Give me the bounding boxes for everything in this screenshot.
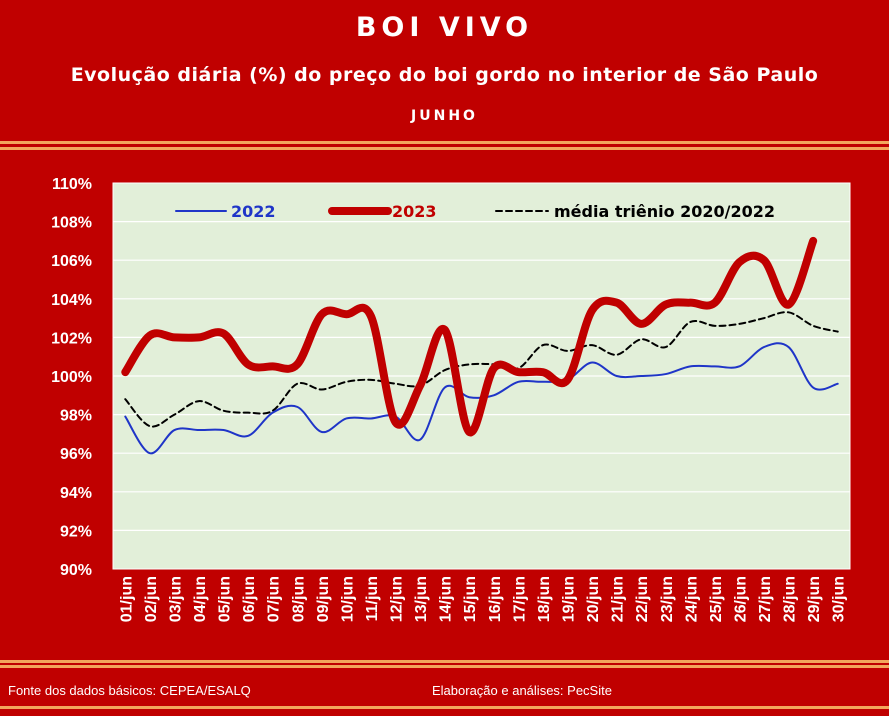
x-tick-label: 11/jun <box>364 576 381 621</box>
series-line-1 <box>121 236 818 437</box>
x-tick-label: 02/jun <box>143 576 160 622</box>
legend-label-2023: 2023 <box>392 202 437 221</box>
x-tick-label: 14/jun <box>438 576 455 622</box>
x-tick-label: 19/jun <box>560 576 577 622</box>
month-label: JUNHO <box>411 108 478 124</box>
legend-label-2022: 2022 <box>231 202 276 221</box>
top-divider <box>0 141 889 144</box>
y-tick-label: 108% <box>51 215 92 232</box>
x-axis: 01/jun 02/jun 03/jun 04/jun 05/jun 06/jun 07/j… <box>118 576 847 622</box>
y-tick-label: 92% <box>60 523 92 540</box>
y-tick-label: 96% <box>60 446 92 463</box>
x-tick-label: 21/jun <box>610 576 627 622</box>
x-tick-label: 08/jun <box>290 576 307 622</box>
series-lines <box>121 236 839 455</box>
chart-subtitle: Evolução diária (%) do preço do boi gord… <box>70 64 819 86</box>
y-tick-label: 102% <box>51 330 92 347</box>
footer-credit: Elaboração e análises: PecSite <box>432 683 612 698</box>
x-tick-label: 01/jun <box>118 576 135 622</box>
x-tick-label: 04/jun <box>192 576 209 622</box>
x-tick-label: 12/jun <box>389 576 406 622</box>
x-tick-label: 23/jun <box>659 576 676 622</box>
y-tick-label: 98% <box>60 408 92 425</box>
x-tick-label: 18/jun <box>536 576 553 622</box>
x-tick-label: 16/jun <box>487 576 504 622</box>
y-tick-label: 104% <box>51 292 92 309</box>
legend-label-media: média triênio 2020/2022 <box>554 202 775 221</box>
x-tick-label: 26/jun <box>732 576 749 622</box>
bottom-border <box>0 706 889 709</box>
y-tick-label: 100% <box>51 369 92 386</box>
x-tick-label: 22/jun <box>634 576 651 622</box>
y-tick-label: 90% <box>60 562 92 579</box>
x-tick-label: 10/jun <box>339 576 356 622</box>
y-tick-label: 106% <box>51 253 92 270</box>
bottom-divider <box>0 665 889 668</box>
x-tick-label: 28/jun <box>782 576 799 622</box>
y-axis: 90% 92% 94% 96% 98% 100% 102% 104% 106% 108% 110% <box>51 176 92 579</box>
top-divider <box>0 147 889 150</box>
x-tick-label: 27/jun <box>757 576 774 622</box>
x-tick-label: 24/jun <box>683 576 700 622</box>
x-tick-label: 30/jun <box>831 576 848 622</box>
x-tick-label: 07/jun <box>266 576 283 622</box>
y-tick-label: 94% <box>60 485 92 502</box>
x-tick-label: 15/jun <box>462 576 479 622</box>
x-tick-label: 05/jun <box>217 576 234 622</box>
x-tick-label: 06/jun <box>241 576 258 622</box>
x-tick-label: 09/jun <box>315 576 332 622</box>
x-tick-label: 13/jun <box>413 576 430 622</box>
x-tick-label: 29/jun <box>806 576 823 622</box>
gridlines <box>113 221 850 532</box>
x-tick-label: 20/jun <box>585 576 602 622</box>
footer-source: Fonte dos dados básicos: CEPEA/ESALQ <box>8 683 251 698</box>
y-tick-label: 110% <box>52 176 92 193</box>
bottom-divider <box>0 660 889 663</box>
x-tick-label: 03/jun <box>167 576 184 622</box>
chart-title: BOI VIVO <box>355 12 534 43</box>
series-line-2 <box>124 311 839 428</box>
x-tick-label: 17/jun <box>511 576 528 622</box>
x-tick-label: 25/jun <box>708 576 725 622</box>
legend: 2022 2023 média triênio 2020/2022 <box>175 202 775 221</box>
